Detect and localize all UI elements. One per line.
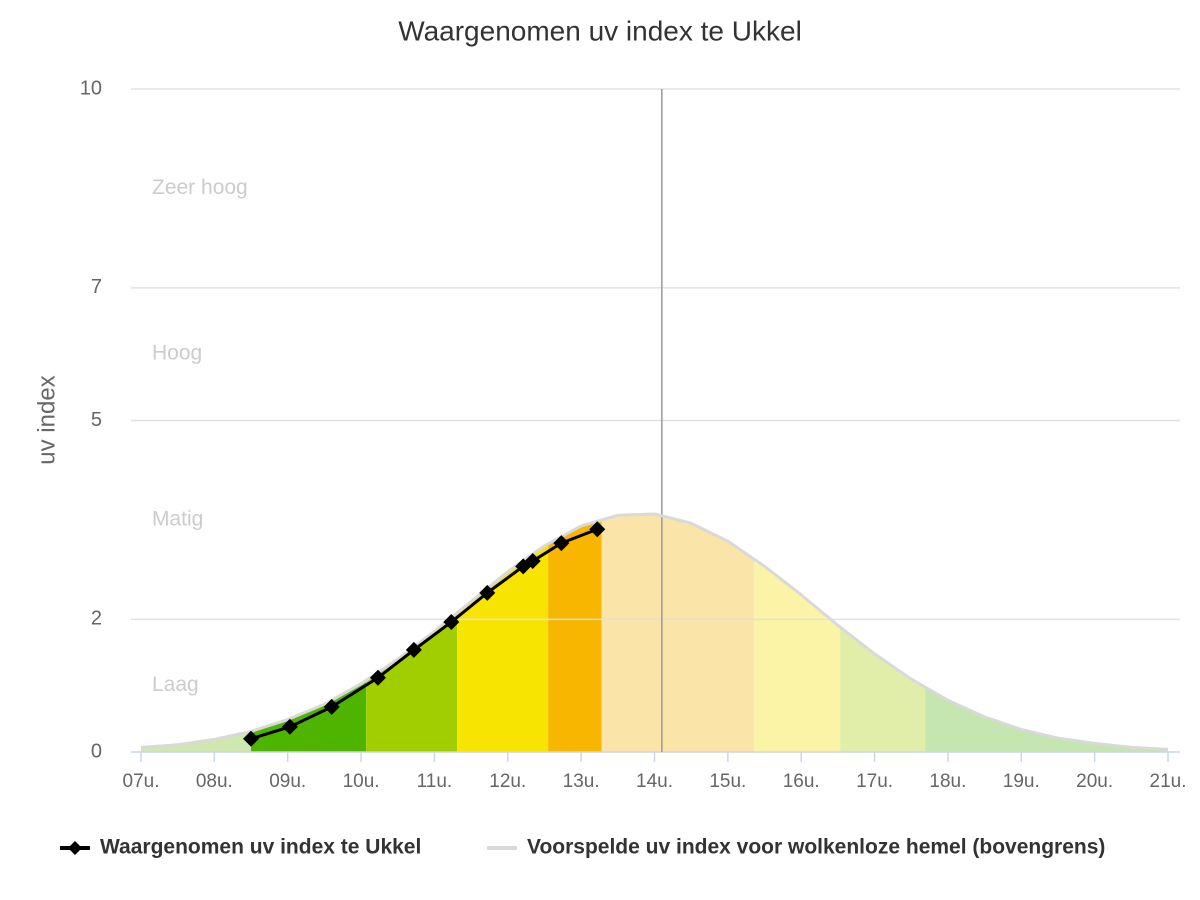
- x-tick-label: 12u.: [489, 771, 526, 792]
- uv-zone: [601, 513, 755, 752]
- data-point: [281, 718, 298, 735]
- series-line: [140, 512, 1169, 751]
- band-label: Matig: [152, 507, 203, 530]
- x-tick-label: 21u.: [1150, 771, 1187, 792]
- x-tick-label: 18u.: [929, 771, 966, 792]
- data-point: [479, 584, 496, 601]
- x-tick-label: 16u.: [783, 771, 820, 792]
- data-point: [323, 698, 340, 715]
- data-point: [405, 641, 422, 658]
- grid: 0 2 5 7 10 Laag Matig Hoog Zeer hoog: [80, 77, 1180, 762]
- band-label: Zeer hoog: [152, 176, 248, 199]
- y-tick-label: 5: [91, 409, 102, 431]
- legend-label[interactable]: Voorspelde uv index voor wolkenloze heme…: [527, 836, 1105, 859]
- uv-zone: [548, 513, 602, 752]
- x-tick-label: 20u.: [1076, 771, 1113, 792]
- y-tick-label: 10: [80, 77, 102, 99]
- data-point: [524, 553, 541, 570]
- band-label: Laag: [152, 673, 199, 696]
- y-tick-label: 2: [91, 608, 102, 630]
- band-label: Hoog: [152, 342, 202, 365]
- x-tick-label: 19u.: [1003, 771, 1040, 792]
- legend-label[interactable]: Waargenomen uv index te Ukkel: [100, 836, 421, 859]
- data-point: [553, 535, 570, 552]
- x-tick-label: 15u.: [709, 771, 746, 792]
- data-point: [243, 730, 260, 747]
- x-tick-label: 07u.: [123, 771, 160, 792]
- x-tick-label: 11u.: [417, 771, 453, 792]
- data-point: [369, 669, 386, 686]
- x-tick-label: 13u.: [563, 771, 600, 792]
- x-tick-label: 17u.: [856, 771, 893, 792]
- x-tick-label: 14u.: [636, 771, 673, 792]
- y-tick-label: 0: [91, 740, 102, 762]
- chart-title: Waargenomen uv index te Ukkel: [398, 15, 802, 46]
- data-point: [443, 614, 460, 631]
- y-axis-label: uv index: [33, 375, 60, 464]
- plot: 07u. 08u. 09u. 10u. 11u. 12u. 13u. 14u. 15u. 16u.…: [123, 89, 1187, 792]
- x-tick-label: 10u.: [343, 771, 380, 792]
- x-tick-label: 09u.: [269, 771, 306, 792]
- y-tick-label: 7: [91, 276, 102, 298]
- data-point: [589, 521, 606, 538]
- legend-marker[interactable]: [68, 841, 82, 855]
- x-tick-label: 08u.: [196, 771, 233, 792]
